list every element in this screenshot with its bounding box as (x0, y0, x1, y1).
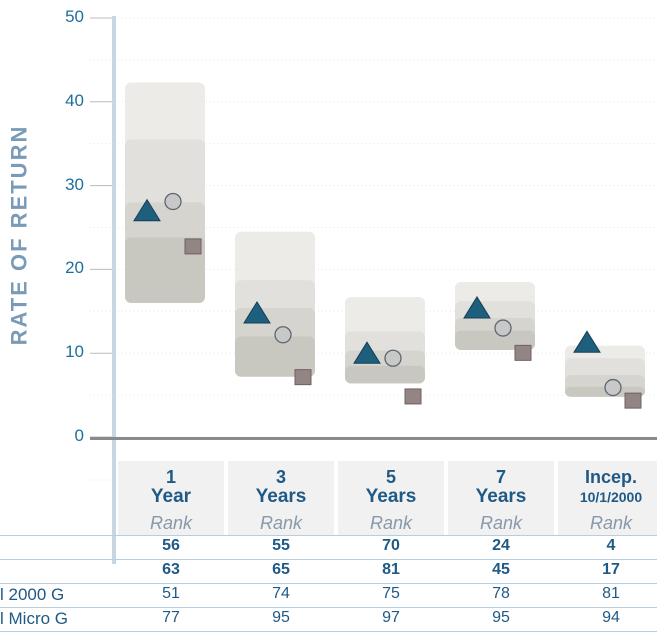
x-axis-line (90, 437, 657, 440)
circle-marker (494, 319, 512, 337)
y-axis-line (112, 16, 116, 564)
triangle-marker (463, 295, 491, 319)
square-marker (404, 388, 422, 405)
range-band (345, 365, 425, 384)
y-tick-label: 20 (65, 258, 84, 278)
y-tick-label: 40 (65, 90, 84, 110)
y-axis-title: RATE OF RETURN (4, 95, 34, 375)
triangle-marker (243, 301, 271, 324)
square-marker (624, 392, 642, 409)
circle-marker (164, 192, 182, 211)
triangle-marker (573, 330, 601, 353)
square-marker (514, 344, 532, 361)
triangle-marker (353, 341, 381, 364)
circle-marker (384, 349, 402, 367)
circle-marker (604, 378, 622, 397)
y-axis-title-text: RATE OF RETURN (6, 124, 32, 346)
triangle-marker (133, 198, 161, 222)
y-tick-label: 30 (65, 174, 84, 194)
circle-marker (274, 326, 292, 344)
y-tick-label: 0 (74, 426, 84, 445)
range-band (235, 336, 315, 377)
square-marker (184, 238, 202, 255)
y-tick-label: 10 (65, 342, 84, 362)
y-tick-label: 50 (65, 7, 84, 26)
square-marker (294, 369, 312, 386)
